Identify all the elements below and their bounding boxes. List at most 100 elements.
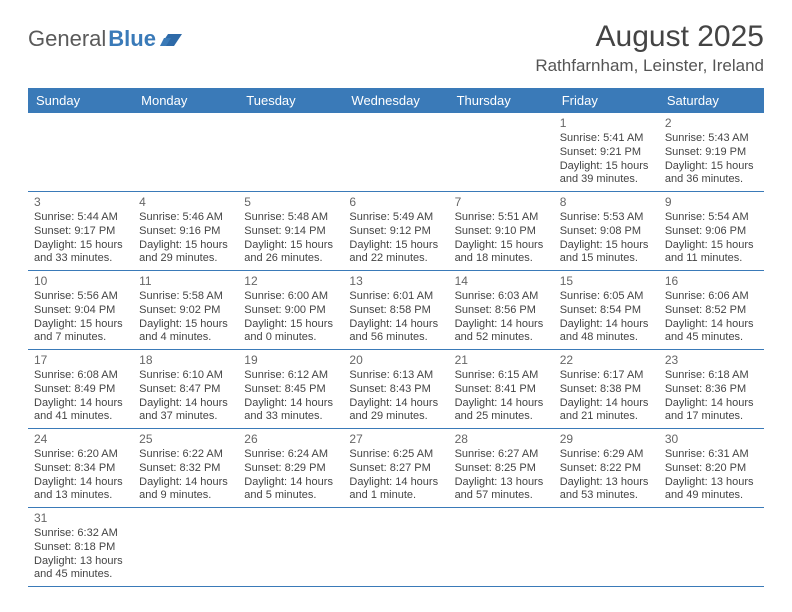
sunrise-text: Sunrise: 6:24 AM <box>244 448 337 462</box>
sunset-text: Sunset: 8:52 PM <box>665 304 758 318</box>
sunset-text: Sunset: 9:06 PM <box>665 225 758 239</box>
sunset-text: Sunset: 8:22 PM <box>560 462 653 476</box>
daylight-text: Daylight: 14 hours and 9 minutes. <box>139 476 232 504</box>
day-number: 3 <box>34 195 127 210</box>
sunset-text: Sunset: 9:19 PM <box>665 146 758 160</box>
day-number: 9 <box>665 195 758 210</box>
daylight-text: Daylight: 15 hours and 33 minutes. <box>34 239 127 267</box>
daylight-text: Daylight: 14 hours and 48 minutes. <box>560 318 653 346</box>
daylight-text: Daylight: 14 hours and 5 minutes. <box>244 476 337 504</box>
day-number: 26 <box>244 432 337 447</box>
day-number: 14 <box>455 274 548 289</box>
calendar-cell-empty <box>343 113 448 192</box>
calendar-cell: 1Sunrise: 5:41 AMSunset: 9:21 PMDaylight… <box>554 113 659 192</box>
calendar-cell: 15Sunrise: 6:05 AMSunset: 8:54 PMDayligh… <box>554 271 659 350</box>
day-number: 1 <box>560 116 653 131</box>
calendar-cell-empty <box>238 113 343 192</box>
sunset-text: Sunset: 9:16 PM <box>139 225 232 239</box>
weekday-header: Saturday <box>659 88 764 113</box>
sunrise-text: Sunrise: 6:17 AM <box>560 369 653 383</box>
sunrise-text: Sunrise: 6:03 AM <box>455 290 548 304</box>
calendar-cell: 7Sunrise: 5:51 AMSunset: 9:10 PMDaylight… <box>449 192 554 271</box>
calendar-cell: 29Sunrise: 6:29 AMSunset: 8:22 PMDayligh… <box>554 429 659 508</box>
sunset-text: Sunset: 9:14 PM <box>244 225 337 239</box>
daylight-text: Daylight: 13 hours and 49 minutes. <box>665 476 758 504</box>
sunset-text: Sunset: 8:41 PM <box>455 383 548 397</box>
sunrise-text: Sunrise: 6:31 AM <box>665 448 758 462</box>
calendar-row: 31Sunrise: 6:32 AMSunset: 8:18 PMDayligh… <box>28 508 764 587</box>
title-block: August 2025 Rathfarnham, Leinster, Irela… <box>535 20 764 76</box>
day-number: 10 <box>34 274 127 289</box>
calendar-cell: 26Sunrise: 6:24 AMSunset: 8:29 PMDayligh… <box>238 429 343 508</box>
sunrise-text: Sunrise: 5:54 AM <box>665 211 758 225</box>
sunrise-text: Sunrise: 5:58 AM <box>139 290 232 304</box>
day-number: 6 <box>349 195 442 210</box>
calendar-cell: 28Sunrise: 6:27 AMSunset: 8:25 PMDayligh… <box>449 429 554 508</box>
sunrise-text: Sunrise: 6:20 AM <box>34 448 127 462</box>
sunrise-text: Sunrise: 6:32 AM <box>34 527 127 541</box>
calendar-cell: 30Sunrise: 6:31 AMSunset: 8:20 PMDayligh… <box>659 429 764 508</box>
sunrise-text: Sunrise: 5:44 AM <box>34 211 127 225</box>
calendar-cell: 14Sunrise: 6:03 AMSunset: 8:56 PMDayligh… <box>449 271 554 350</box>
calendar-row: 24Sunrise: 6:20 AMSunset: 8:34 PMDayligh… <box>28 429 764 508</box>
calendar-cell-empty <box>133 113 238 192</box>
weekday-header: Sunday <box>28 88 133 113</box>
calendar-cell-empty <box>133 508 238 587</box>
day-number: 31 <box>34 511 127 526</box>
sunset-text: Sunset: 8:25 PM <box>455 462 548 476</box>
brand-logo: GeneralBlue <box>28 20 182 52</box>
calendar-cell-empty <box>28 113 133 192</box>
calendar-cell-empty <box>238 508 343 587</box>
day-number: 28 <box>455 432 548 447</box>
daylight-text: Daylight: 14 hours and 29 minutes. <box>349 397 442 425</box>
day-number: 23 <box>665 353 758 368</box>
weekday-header-row: Sunday Monday Tuesday Wednesday Thursday… <box>28 88 764 113</box>
daylight-text: Daylight: 14 hours and 13 minutes. <box>34 476 127 504</box>
sunrise-text: Sunrise: 5:51 AM <box>455 211 548 225</box>
calendar-cell: 23Sunrise: 6:18 AMSunset: 8:36 PMDayligh… <box>659 350 764 429</box>
daylight-text: Daylight: 14 hours and 1 minute. <box>349 476 442 504</box>
sunset-text: Sunset: 8:20 PM <box>665 462 758 476</box>
daylight-text: Daylight: 15 hours and 15 minutes. <box>560 239 653 267</box>
sunset-text: Sunset: 8:27 PM <box>349 462 442 476</box>
daylight-text: Daylight: 15 hours and 29 minutes. <box>139 239 232 267</box>
daylight-text: Daylight: 13 hours and 53 minutes. <box>560 476 653 504</box>
sunrise-text: Sunrise: 5:43 AM <box>665 132 758 146</box>
location-text: Rathfarnham, Leinster, Ireland <box>535 56 764 76</box>
calendar-cell: 11Sunrise: 5:58 AMSunset: 9:02 PMDayligh… <box>133 271 238 350</box>
sunrise-text: Sunrise: 6:12 AM <box>244 369 337 383</box>
day-number: 18 <box>139 353 232 368</box>
daylight-text: Daylight: 14 hours and 21 minutes. <box>560 397 653 425</box>
sunset-text: Sunset: 8:45 PM <box>244 383 337 397</box>
daylight-text: Daylight: 14 hours and 17 minutes. <box>665 397 758 425</box>
sunrise-text: Sunrise: 6:25 AM <box>349 448 442 462</box>
day-number: 29 <box>560 432 653 447</box>
sunrise-text: Sunrise: 6:15 AM <box>455 369 548 383</box>
calendar-cell-empty <box>343 508 448 587</box>
weekday-header: Thursday <box>449 88 554 113</box>
daylight-text: Daylight: 15 hours and 36 minutes. <box>665 160 758 188</box>
sunrise-text: Sunrise: 6:22 AM <box>139 448 232 462</box>
daylight-text: Daylight: 13 hours and 45 minutes. <box>34 555 127 583</box>
day-number: 7 <box>455 195 548 210</box>
sunrise-text: Sunrise: 6:00 AM <box>244 290 337 304</box>
daylight-text: Daylight: 15 hours and 39 minutes. <box>560 160 653 188</box>
sunrise-text: Sunrise: 6:05 AM <box>560 290 653 304</box>
sunset-text: Sunset: 8:56 PM <box>455 304 548 318</box>
sunrise-text: Sunrise: 6:08 AM <box>34 369 127 383</box>
daylight-text: Daylight: 15 hours and 22 minutes. <box>349 239 442 267</box>
sunrise-text: Sunrise: 5:56 AM <box>34 290 127 304</box>
calendar-cell: 16Sunrise: 6:06 AMSunset: 8:52 PMDayligh… <box>659 271 764 350</box>
daylight-text: Daylight: 15 hours and 26 minutes. <box>244 239 337 267</box>
sunset-text: Sunset: 9:04 PM <box>34 304 127 318</box>
weekday-header: Tuesday <box>238 88 343 113</box>
day-number: 16 <box>665 274 758 289</box>
sunset-text: Sunset: 9:02 PM <box>139 304 232 318</box>
day-number: 19 <box>244 353 337 368</box>
sunset-text: Sunset: 8:49 PM <box>34 383 127 397</box>
calendar-table: Sunday Monday Tuesday Wednesday Thursday… <box>28 88 764 587</box>
sunrise-text: Sunrise: 5:41 AM <box>560 132 653 146</box>
daylight-text: Daylight: 14 hours and 33 minutes. <box>244 397 337 425</box>
calendar-cell: 22Sunrise: 6:17 AMSunset: 8:38 PMDayligh… <box>554 350 659 429</box>
day-number: 12 <box>244 274 337 289</box>
